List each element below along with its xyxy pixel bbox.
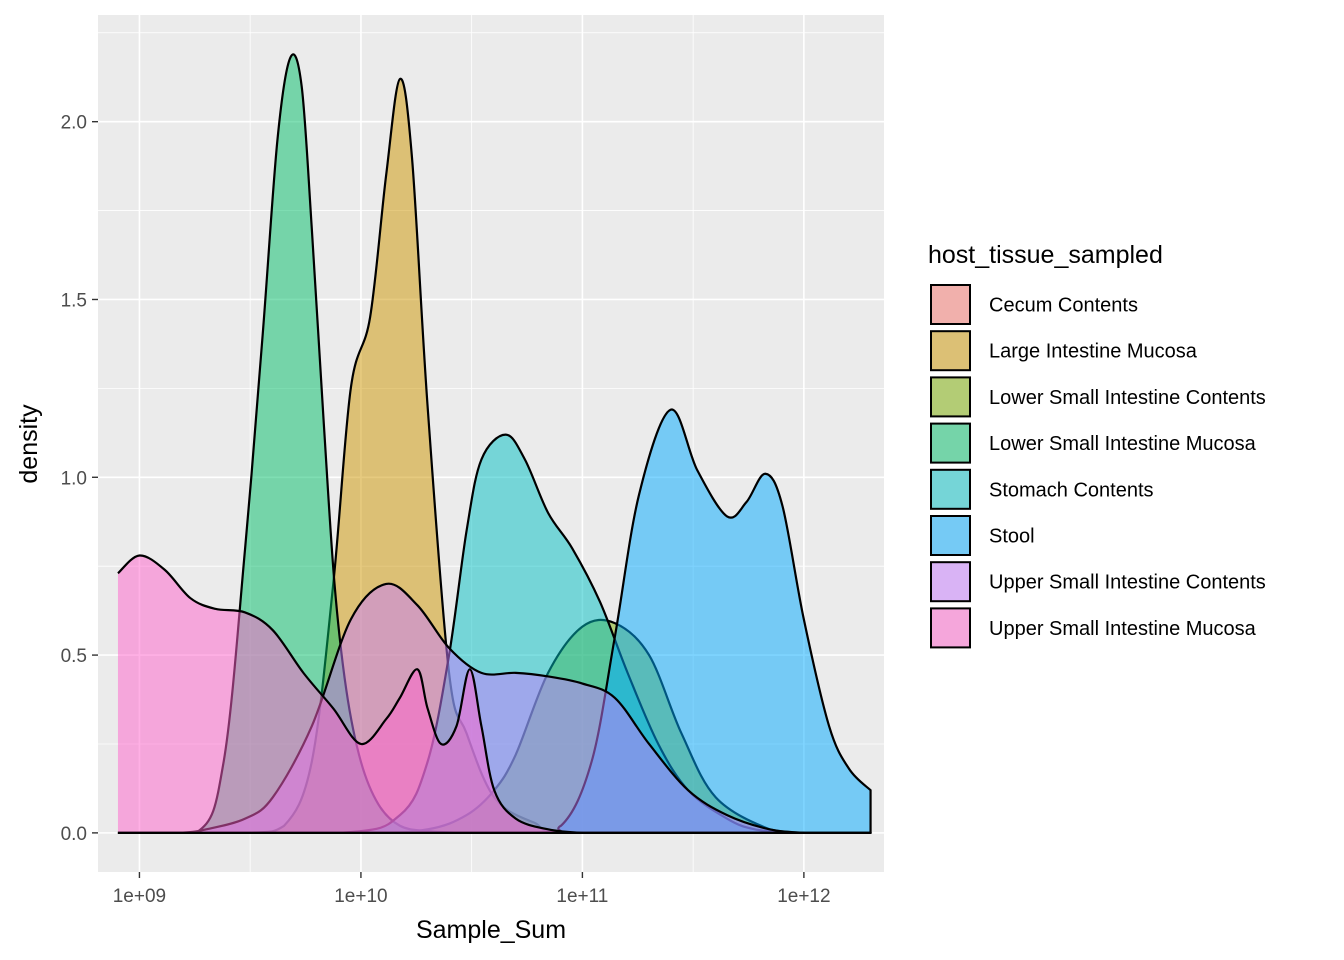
y-tick-label: 1.0 [61,468,87,489]
legend-item-upper-small-intestine-mucosa: Upper Small Intestine Mucosa [930,607,1257,649]
legend-label: Upper Small Intestine Mucosa [989,618,1257,640]
legend-label: Stomach Contents [989,479,1154,501]
legend-label: Upper Small Intestine Contents [989,572,1266,594]
legend-swatch [930,330,971,372]
legend-item-stomach-contents: Stomach Contents [930,468,1154,510]
legend-item-cecum-contents: Cecum Contents [930,284,1138,325]
legend-swatch [930,561,971,603]
x-axis-title: Sample_Sum [416,916,566,944]
legend-swatch [930,376,971,418]
legend-swatch [930,515,971,556]
legend-item-large-intestine-mucosa: Large Intestine Mucosa [930,330,1198,372]
legend-label: Stool [989,526,1035,548]
legend-item-lower-small-intestine-mucosa: Lower Small Intestine Mucosa [930,422,1257,464]
legend-swatch [930,607,971,649]
x-tick-label: 1e+11 [556,886,608,907]
legend-item-stool: Stool [930,515,1035,556]
x-tick-label: 1e+09 [113,886,166,907]
legend-item-upper-small-intestine-contents: Upper Small Intestine Contents [930,561,1266,603]
y-tick-label: 0.5 [61,646,87,667]
legend-swatch [930,422,971,464]
density-area-stool [117,409,871,833]
y-tick-label: 1.5 [61,290,87,311]
density-area-lower-small-intestine-mucosa [117,54,871,833]
y-tick-label: 0.0 [61,824,87,845]
legend-label: Large Intestine Mucosa [989,341,1198,363]
y-axis-title: density [15,404,43,484]
x-tick-label: 1e+10 [334,886,387,907]
legend-swatch [930,468,971,510]
legend-label: Lower Small Intestine Contents [989,387,1266,409]
y-axis-ticks: 0.0 0.5 1.0 1.5 2.0 [61,113,98,845]
legend-item-lower-small-intestine-contents: Lower Small Intestine Contents [930,376,1266,418]
legend: host_tissue_sampled Cecum Contents Large … [928,241,1266,649]
density-outline-upper-small-intestine-mucosa [117,554,872,834]
series-upper-small-intestine-mucosa [117,554,872,834]
density-area-upper-small-intestine-mucosa [117,555,871,833]
legend-label: Lower Small Intestine Mucosa [989,433,1257,455]
legend-label: Cecum Contents [989,295,1138,317]
legend-swatch [930,284,971,325]
legend-title: host_tissue_sampled [928,241,1163,269]
y-tick-label: 2.0 [61,113,87,134]
x-axis-ticks: 1e+09 1e+10 1e+11 1e+12 [113,872,831,907]
x-tick-label: 1e+12 [777,886,830,907]
density-areas [117,53,872,834]
